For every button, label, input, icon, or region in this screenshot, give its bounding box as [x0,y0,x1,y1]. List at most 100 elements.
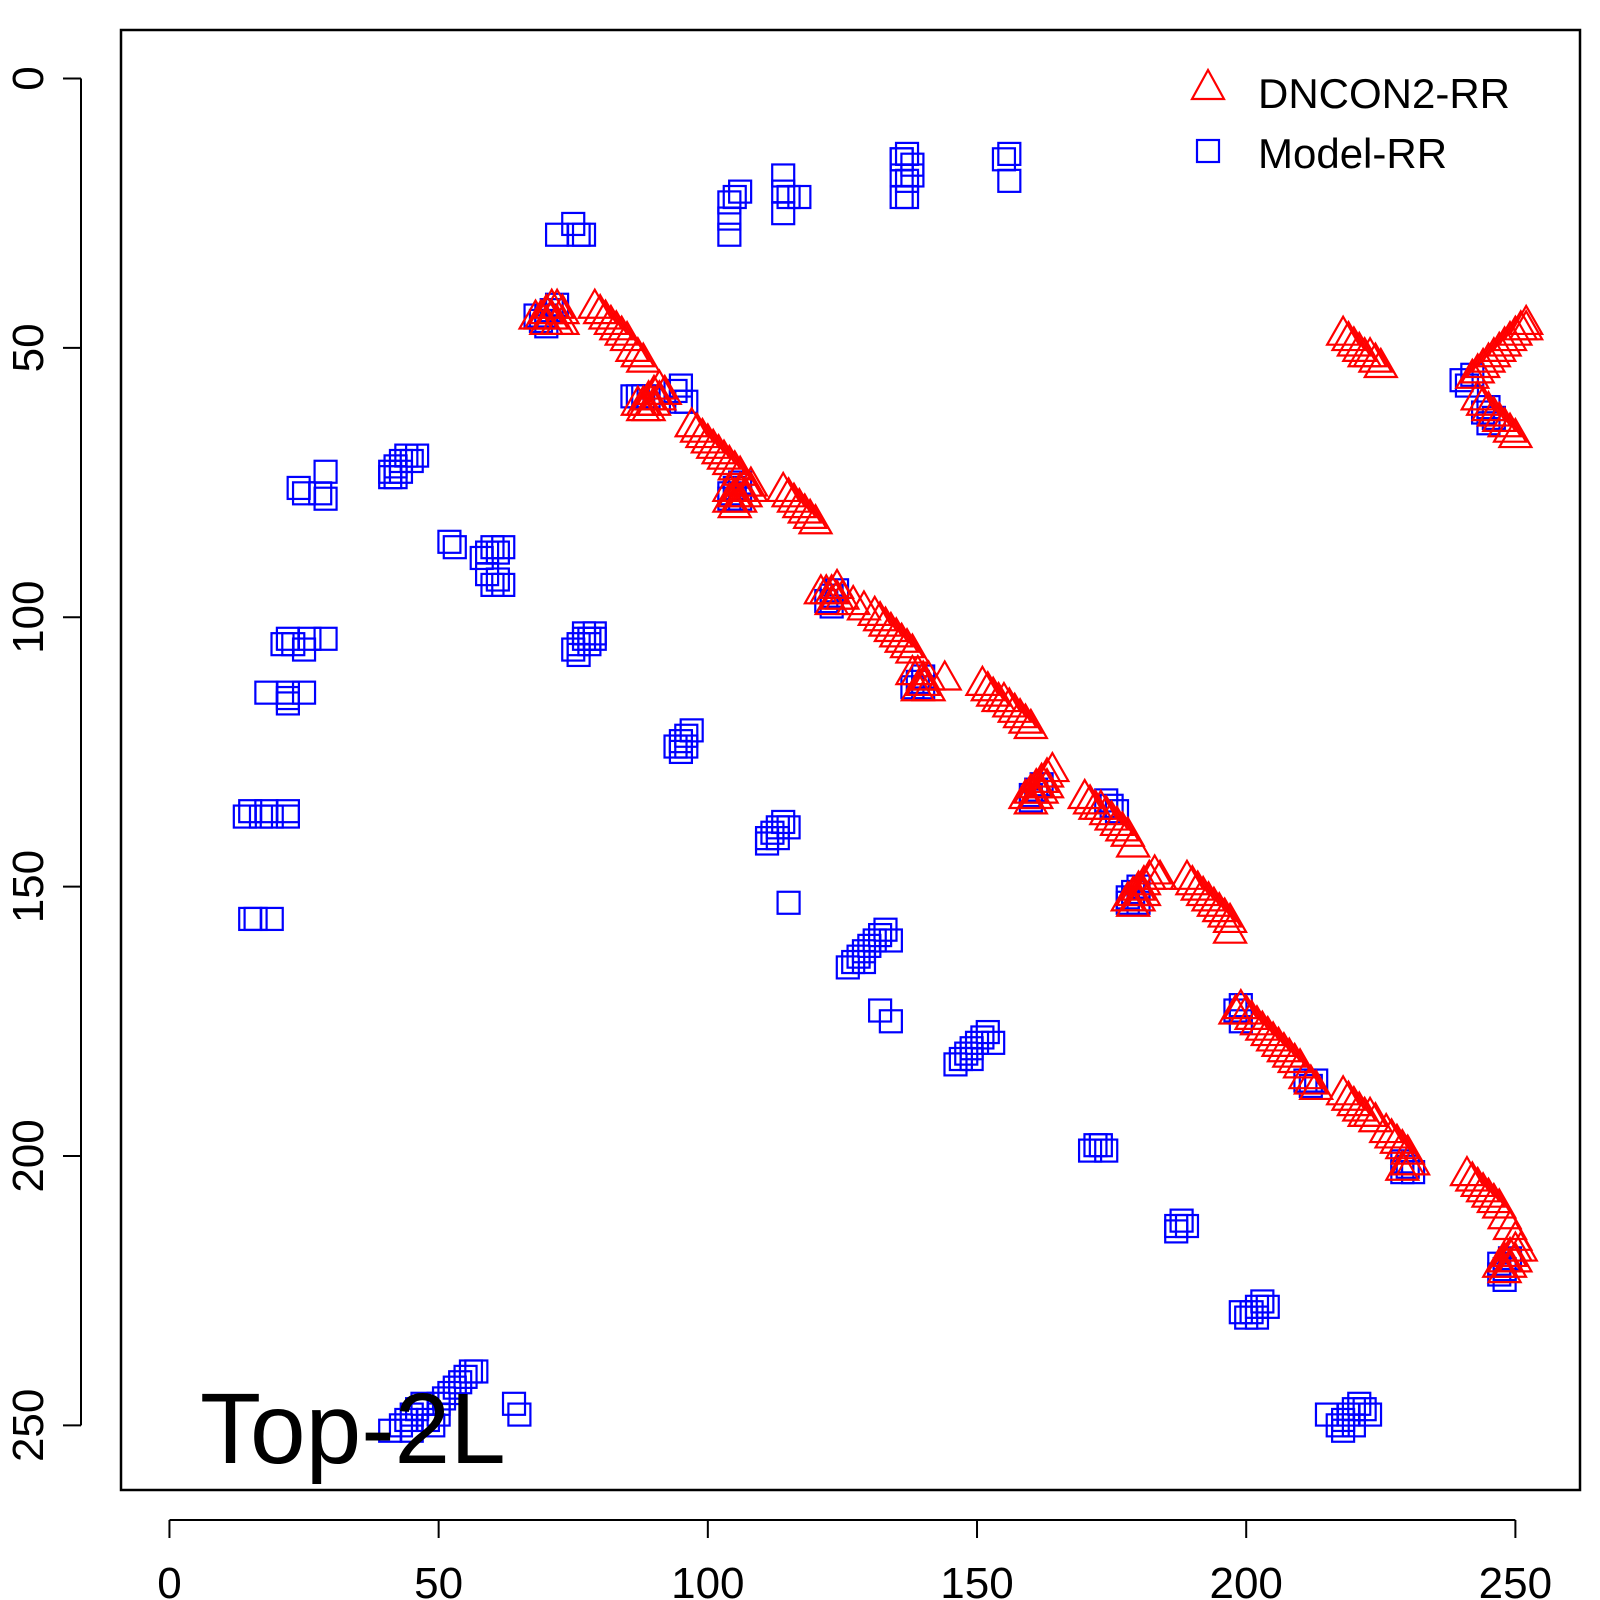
model-rr-point [464,1359,489,1384]
dncon2-rr-point [1454,357,1491,389]
model-rr-point [889,184,914,210]
legend-square-marker [1195,138,1221,164]
dncon2-rr-point [722,481,759,513]
model-rr-point [426,1402,451,1427]
dncon2-rr-point [544,303,581,336]
model-rr-point [507,1402,532,1427]
dncon2-rr-point [889,626,925,659]
dncon2-rr-point [1126,874,1162,907]
dncon2-rr-point [619,336,656,368]
model-rr-point [878,1009,903,1034]
dncon2-rr-point [533,298,570,330]
dncon2-rr-point [641,368,678,400]
dncon2-rr-point [1034,750,1071,783]
dncon2-rr-point [910,670,947,702]
dncon2-rr-point [926,659,963,691]
model-rr-point [981,1030,1006,1055]
legend-label-dncon2: DNCON2-RR [1258,70,1510,117]
model-rr-point [275,804,300,829]
dncon2-rr-point [646,373,683,406]
dncon2-rr-point [1486,1251,1523,1284]
model-rr-point [1094,1138,1119,1163]
model-rr-point [491,572,516,598]
dncon2-rr-point [1465,346,1501,379]
model-rr-point [674,389,699,414]
model-rr-point [442,535,467,560]
x-tick-label: 0 [157,1559,181,1600]
dncon2-rr-point [813,583,850,616]
model-rr-point [997,168,1022,193]
model-rr-point [566,642,591,668]
dncon2-rr-point [1492,1246,1528,1278]
legend-triangle-marker [1190,67,1226,101]
dncon2-rr-point [1072,783,1108,815]
dncon2-rr-point [727,476,764,508]
dncon2-rr-point [1136,853,1173,885]
dncon2-rr-point [1018,777,1055,810]
model-rr-point [878,928,903,953]
dncon2-rr-point [1341,1090,1378,1122]
model-rr-point [243,906,268,932]
model-rr-point [275,799,300,824]
model-rr-point [405,443,430,468]
model-rr-point [1228,1009,1253,1034]
dncon2-rr-point [1298,1068,1335,1101]
model-rr-point [1341,1413,1366,1438]
model-rr-point [771,201,796,226]
dncon2-rr-point [1012,783,1049,815]
model-rr-point [765,826,790,851]
y-tick-label: 150 [4,850,53,923]
dncon2-rr-point [1126,864,1162,896]
model-rr-point [1492,1267,1517,1292]
model-rr-point [491,535,516,560]
dncon2-rr-point [1206,896,1243,928]
dncon2-rr-point [1104,810,1141,842]
dncon2-rr-point [1007,702,1044,734]
dncon2-rr-point [905,664,942,696]
model-rr-point [722,184,747,210]
dncon2-rr-point [1395,1144,1431,1176]
y-axis: 0 50 100 150 200 250 [4,66,82,1462]
dncon2-rr-point [1357,341,1394,373]
dncon2-rr-point [797,503,834,535]
dncon2-rr-point [894,632,931,664]
model-rr-point [254,799,279,824]
dncon2-rr-point [846,589,882,621]
model-rr-point [717,222,742,247]
dncon2-rr-point [1384,1127,1421,1160]
model-rr-point [894,184,920,210]
dncon2-rr-point [1470,341,1507,373]
model-rr-point [991,147,1017,172]
plot-frame [119,28,1582,1492]
model-rr-point [582,626,607,651]
model-rr-point [851,949,877,975]
series-layer [232,141,1545,1443]
model-rr-point [1174,1213,1200,1239]
legend: DNCON2-RR Model-RR [1190,67,1510,177]
model-rr-point [275,685,300,711]
dncon2-rr-point [1352,1095,1388,1127]
dncon2-rr-point [1292,1063,1329,1095]
dncon2-rr-point [1481,330,1518,362]
dncon2-rr-point [716,486,753,519]
dncon2-rr-point [711,470,748,503]
dncon2-rr-point [1508,303,1545,336]
dncon2-rr-point [1497,416,1534,449]
model-rr-point [399,1418,424,1443]
model-rr-point [771,163,796,188]
dncon2-rr-point [835,583,872,616]
dncon2-rr-point [603,314,640,346]
x-tick-label: 250 [1479,1559,1552,1600]
dncon2-rr-point [1023,761,1060,793]
model-rr-point [668,739,694,765]
model-rr-point [959,1046,984,1072]
dncon2-rr-point [1212,912,1248,944]
model-rr-point [566,222,591,247]
model-rr-point [238,906,263,932]
model-rr-point [1244,1305,1270,1330]
dncon2-rr-point [1492,319,1528,352]
x-tick-label: 150 [940,1559,1013,1600]
dncon2-rr-point [1475,1181,1512,1214]
model-rr-point [275,691,300,716]
model-rr-point [313,459,338,484]
